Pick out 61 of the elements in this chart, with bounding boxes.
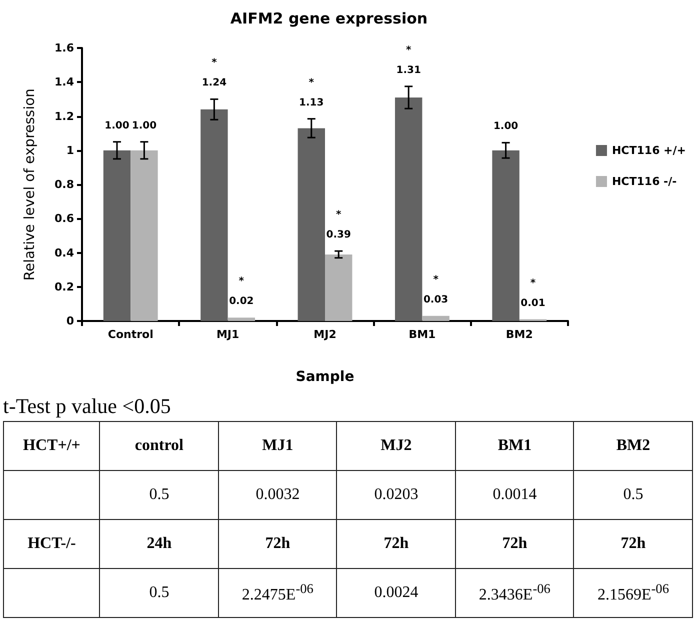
y-tick-label: 0 <box>66 314 74 328</box>
text: 0.5 <box>623 486 644 503</box>
data-label: * 0.03 <box>423 274 448 306</box>
y-tick-label: 1 <box>66 144 74 157</box>
text: 0.5 <box>149 584 170 601</box>
text: 0.0203 <box>374 486 418 503</box>
text: 72h <box>265 535 290 552</box>
text: HCT+/+ <box>23 437 80 454</box>
text: 24h <box>146 535 172 552</box>
text: HCT-/- <box>28 535 76 552</box>
data-label: * 1.13 <box>299 77 324 108</box>
text: 0.0032 <box>256 486 300 503</box>
bar <box>422 316 450 321</box>
text: 72h <box>384 535 409 552</box>
data-label: * 0.01 <box>520 278 546 309</box>
text: 0.0014 <box>492 486 537 503</box>
legend-label: HCT116 -/- <box>612 175 677 188</box>
bar <box>130 150 158 321</box>
text: 2.2475E$^{-06}$ <box>242 581 314 604</box>
x-tick-label: BM1 <box>408 328 436 341</box>
data-label: * 0.02 <box>229 276 254 308</box>
y-tick-label: 0.2 <box>54 280 74 294</box>
text: MJ1 <box>262 437 294 454</box>
bar <box>103 150 131 321</box>
bar <box>298 128 325 321</box>
text: 0.0024 <box>374 584 418 601</box>
y-tick-label: 0.4 <box>54 246 74 260</box>
y-tick-label: 0.6 <box>54 212 74 226</box>
data-label: * 1.31 <box>396 44 421 76</box>
x-tick-label: MJ2 <box>314 328 336 341</box>
chart-title: AIFM2 gene expression <box>230 10 428 28</box>
text: 0.5 <box>149 486 170 503</box>
x-tick-label: Control <box>108 328 154 341</box>
legend-label: HCT116 +/+ <box>612 144 686 157</box>
bar <box>394 97 422 321</box>
x-tick-label: MJ1 <box>216 328 240 341</box>
y-axis-title: Relative level of expression <box>22 88 38 281</box>
text: BM2 <box>616 437 650 454</box>
text: 2.1569E$^{-06}$ <box>597 581 669 604</box>
bar <box>200 109 228 321</box>
x-axis-title: Sample <box>296 369 354 385</box>
data-label: * 1.24 <box>202 58 227 89</box>
data-label: 1.00 <box>493 121 518 132</box>
text: 72h <box>620 535 646 552</box>
data-label: 1.00 <box>104 120 130 132</box>
text: t-Test p value <0.05 <box>3 394 172 419</box>
text: 2.3436E$^{-06}$ <box>478 581 550 604</box>
text: BM1 <box>498 437 532 454</box>
y-tick-label: 1.6 <box>54 42 74 54</box>
data-label: 1.00 <box>132 120 157 132</box>
bar <box>228 318 256 321</box>
text: control <box>134 437 184 454</box>
y-tick-label: 0.8 <box>54 178 74 191</box>
data-label: * 0.39 <box>326 210 351 241</box>
text: MJ2 <box>380 437 412 454</box>
text: 72h <box>502 535 528 552</box>
y-tick-label: 1.2 <box>54 110 74 123</box>
x-tick-label: BM2 <box>506 328 533 341</box>
bar <box>492 150 520 321</box>
y-tick-label: 1.4 <box>54 76 74 89</box>
bar <box>325 254 352 321</box>
